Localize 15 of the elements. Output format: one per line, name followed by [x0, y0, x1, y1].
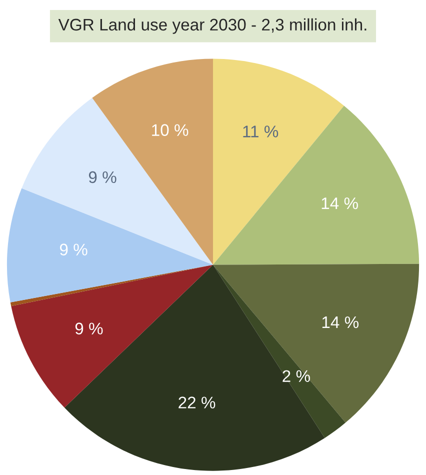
- pie-slice: [213, 58, 344, 265]
- data-label: 9 %: [88, 171, 116, 184]
- data-label: 2 %: [282, 370, 310, 382]
- data-label: 9 %: [75, 322, 103, 334]
- pie-slice: [213, 106, 420, 265]
- data-label: 22 %: [178, 396, 216, 408]
- data-label: 14 %: [322, 316, 359, 328]
- pie-slice: [10, 264, 213, 306]
- data-label: 14 %: [322, 197, 358, 210]
- data-label: 10 %: [152, 124, 188, 136]
- pie-slice: [6, 188, 213, 302]
- pie-slice: [22, 98, 213, 265]
- data-label: 9 %: [60, 244, 88, 256]
- chart-title: VGR Land use year 2030 - 2,3 million inh.: [58, 18, 366, 34]
- data-label: 11 %: [243, 126, 278, 138]
